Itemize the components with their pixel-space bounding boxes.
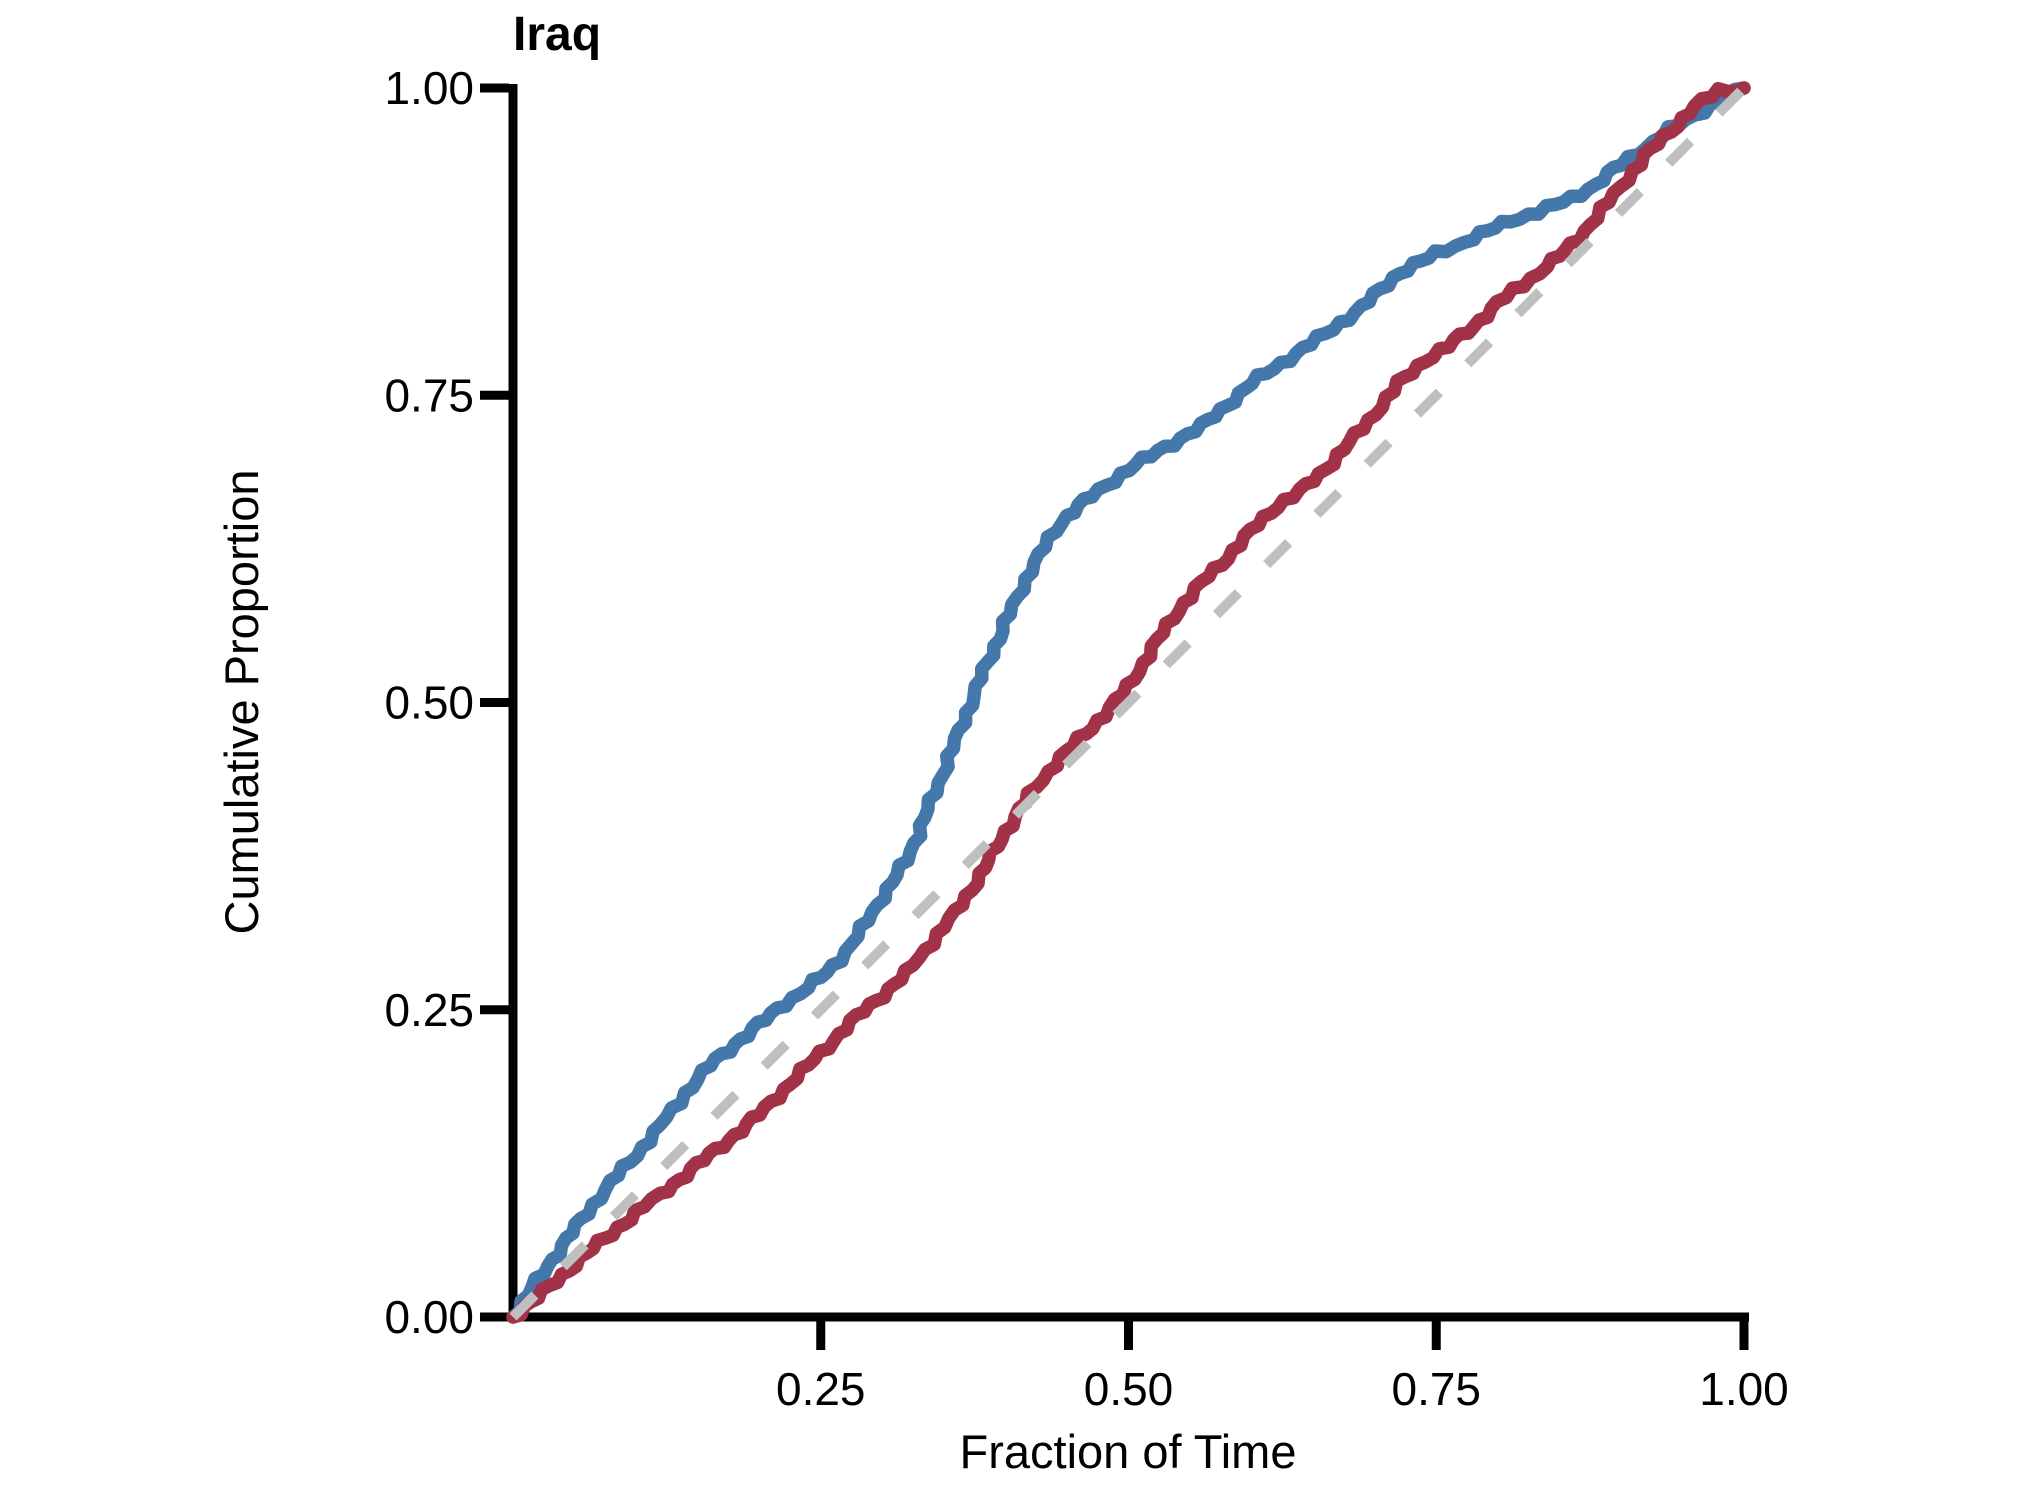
- blue-curve: [506, 81, 1751, 1324]
- series-curves: [506, 81, 1751, 1324]
- y-tick-label: 1.00: [384, 62, 474, 114]
- reference-diagonal: [509, 84, 1748, 1321]
- y-tick-label: 0.50: [384, 677, 474, 729]
- axes: 0.25 0.50 0.75 1.00 0.00 0.25 0.50 0.75 1.00: [384, 62, 1788, 1415]
- red-curve: [506, 81, 1751, 1324]
- y-tick-label: 0.75: [384, 369, 474, 421]
- x-tick-label: 0.75: [1391, 1363, 1481, 1415]
- y-axis-title: Cumulative Proportion: [215, 470, 268, 935]
- x-tick-label: 1.00: [1699, 1363, 1789, 1415]
- chart-title: Iraq: [513, 8, 601, 61]
- y-tick-label: 0.00: [384, 1291, 474, 1343]
- y-tick-label: 0.25: [384, 984, 474, 1036]
- x-tick-label: 0.25: [776, 1363, 866, 1415]
- x-tick-label: 0.50: [1084, 1363, 1174, 1415]
- x-axis-title: Fraction of Time: [960, 1425, 1297, 1478]
